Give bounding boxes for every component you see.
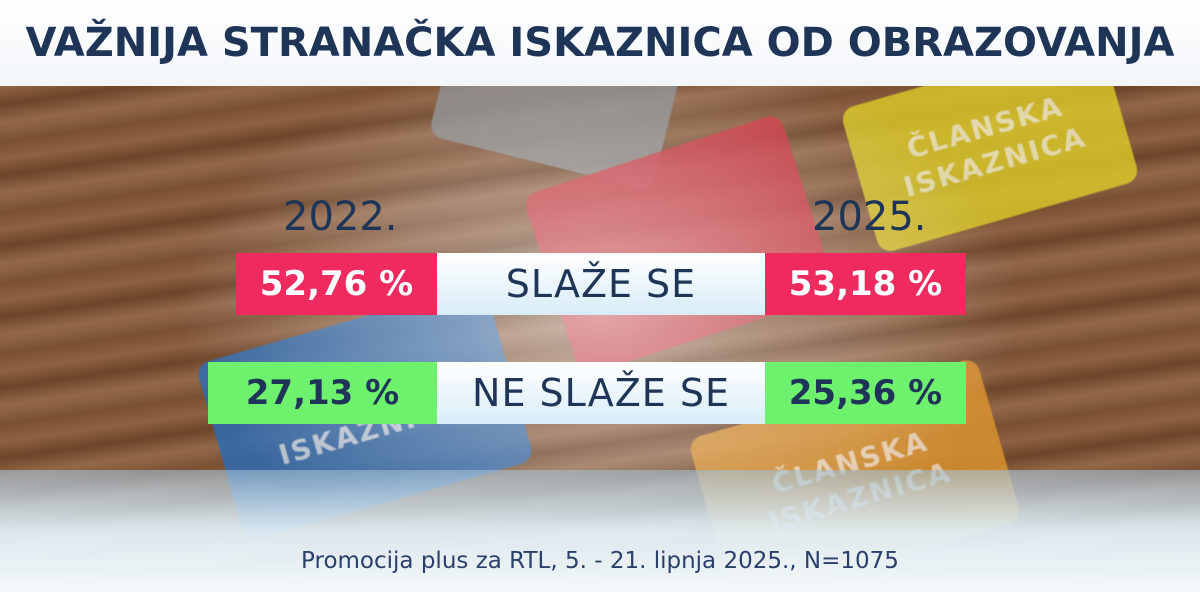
value-cell: 25,36 % [765,362,966,424]
value-cell: 53,18 % [765,253,966,315]
row-label: NE SLAŽE SE [437,362,765,424]
row-label: SLAŽE SE [437,253,765,315]
footer-band [0,470,1200,592]
year-label: 2022. [283,194,398,240]
value-cell: 27,13 % [208,362,437,424]
value-cell: 52,76 % [236,253,437,315]
year-label: 2025. [812,194,927,240]
title: VAŽNIJA STRANAČKA ISKAZNICA OD OBRAZOVAN… [0,0,1200,86]
source: Promocija plus za RTL, 5. - 21. lipnja 2… [301,548,899,574]
